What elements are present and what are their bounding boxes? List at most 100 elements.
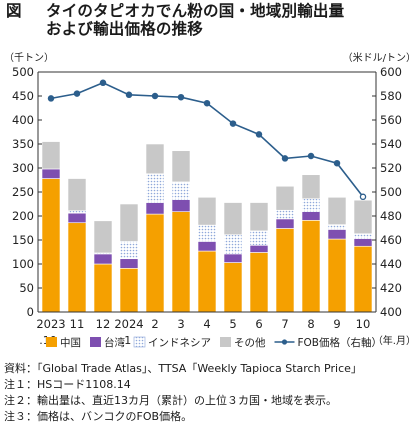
note-2: 注２：輸出量は、直近13カ月（累計）の上位３カ国・地域を表示。 xyxy=(4,394,337,407)
right-tick-label: 500 xyxy=(380,185,402,199)
bar-segment-4 xyxy=(249,202,269,232)
bar-segment-4 xyxy=(171,150,191,183)
x-tick-sublabel: .1 xyxy=(121,334,132,347)
left-tick-label: 300 xyxy=(12,161,34,175)
price-point xyxy=(47,95,55,102)
x-tick-label: 5 xyxy=(229,317,236,331)
x-tick-label: 2023 xyxy=(36,317,65,331)
note-1: 注１：HSコード1108.14 xyxy=(4,378,131,391)
bar-segment-1 xyxy=(119,268,139,313)
bar-segment-4 xyxy=(327,196,347,225)
right-tick-label: 400 xyxy=(380,305,402,319)
x-tick-label: 9 xyxy=(333,317,340,331)
bar-segment-2 xyxy=(145,202,165,215)
bar-segment-3 xyxy=(145,173,165,203)
right-tick-label: 540 xyxy=(380,137,402,151)
bar-segment-3 xyxy=(301,198,321,212)
bars-layer xyxy=(41,141,373,313)
bar-segment-4 xyxy=(223,202,243,236)
bar-segment-1 xyxy=(301,220,321,313)
legend-swatch xyxy=(220,337,231,347)
x-tick-label: 11 xyxy=(70,317,85,331)
title-prefix: 図 xyxy=(6,2,22,20)
price-point xyxy=(151,92,159,100)
price-point xyxy=(99,79,107,87)
right-axis-unit: （米ドル/トン） xyxy=(343,51,416,64)
left-tick-label: 450 xyxy=(12,89,34,103)
bar-segment-3 xyxy=(327,224,347,230)
left-tick-label: 350 xyxy=(12,137,34,151)
bar-segment-2 xyxy=(249,244,269,253)
stacked-bar-line-chart: 0 50 100 150 200 250 300 350 400 450 500 400 420 440 4… xyxy=(4,51,416,349)
bar-segment-4 xyxy=(67,178,87,212)
right-tick-label: 520 xyxy=(380,161,402,175)
price-point xyxy=(125,91,133,99)
bar-segment-2 xyxy=(223,253,243,263)
note-source: 資料：「Global Trade Atlas」、TTSA「Weekly Tapi… xyxy=(4,362,362,375)
bar-segment-2 xyxy=(197,241,217,252)
bar-segment-1 xyxy=(41,178,61,313)
bar-segment-1 xyxy=(223,262,243,313)
legend-swatch xyxy=(133,336,146,348)
right-tick-label: 560 xyxy=(380,113,402,127)
bar-segment-3 xyxy=(119,241,139,260)
x-tick-label: 10 xyxy=(356,317,371,331)
title-line-1: 図 タイのタピオカでん粉の国・地域別輸出量 xyxy=(6,2,416,20)
right-tick-label: 460 xyxy=(380,233,402,247)
price-point xyxy=(203,99,211,107)
bar-segment-4 xyxy=(119,203,139,242)
left-tick-label: 100 xyxy=(12,257,34,271)
x-tick-label: 2024 xyxy=(114,317,143,331)
bar-segment-2 xyxy=(93,253,113,265)
legend-line-marker xyxy=(281,339,288,345)
left-tick-label: 250 xyxy=(12,185,34,199)
left-tick-label: 400 xyxy=(12,113,34,127)
bar-segment-1 xyxy=(171,211,191,313)
x-tick-label: 12 xyxy=(96,317,111,331)
bar-segment-2 xyxy=(67,212,87,224)
legend-label: 台湾 xyxy=(104,336,125,349)
bar-segment-2 xyxy=(171,199,191,212)
legend-label: 中国 xyxy=(60,336,81,349)
title-text-1: タイのタピオカでん粉の国・地域別輸出量 xyxy=(46,2,345,20)
bar-segment-1 xyxy=(249,252,269,313)
chart-title: 図 タイのタピオカでん粉の国・地域別輸出量 および輸出価格の推移 xyxy=(6,2,416,38)
right-tick-label: 480 xyxy=(380,209,402,223)
bar-segment-2 xyxy=(41,168,61,179)
bar-segment-2 xyxy=(275,218,295,229)
price-point xyxy=(177,93,185,101)
bar-segment-4 xyxy=(93,220,113,254)
bar-segment-3 xyxy=(67,210,87,214)
legend: 中国 台湾 インドネシア その他 FOB価格（右軸） xyxy=(46,336,382,349)
legend-label: その他 xyxy=(234,336,266,349)
bar-segment-2 xyxy=(301,211,321,221)
price-point xyxy=(307,152,315,160)
bar-segment-2 xyxy=(327,229,347,240)
bar-segment-1 xyxy=(145,213,165,313)
left-tick-label: 0 xyxy=(27,305,34,319)
bar-segment-3 xyxy=(353,233,373,239)
bar-segment-4 xyxy=(41,141,61,170)
x-tick-label: 8 xyxy=(307,317,314,331)
x-tick-label: 3 xyxy=(177,317,184,331)
price-point xyxy=(73,90,81,97)
legend-label: インドネシア xyxy=(148,337,211,349)
bar-segment-3 xyxy=(223,234,243,255)
price-point xyxy=(229,120,237,127)
left-axis-unit: （千トン） xyxy=(4,52,54,64)
x-tick-label: 2 xyxy=(151,317,158,331)
price-point xyxy=(255,131,263,138)
left-tick-label: 50 xyxy=(19,281,34,295)
legend-swatch xyxy=(90,337,101,347)
bar-segment-4 xyxy=(197,196,217,226)
bar-segment-1 xyxy=(197,250,217,313)
bar-segment-2 xyxy=(353,238,373,247)
title-line-2: および輸出価格の推移 xyxy=(6,20,416,38)
axes-layer: 0 50 100 150 200 250 300 350 400 450 500 400 420 440 4… xyxy=(4,51,416,347)
x-tick-label: 4 xyxy=(203,317,210,331)
bar-segment-3 xyxy=(171,181,191,200)
legend-swatch xyxy=(46,337,57,347)
bar-segment-1 xyxy=(67,222,87,313)
legend-label: FOB価格（右軸） xyxy=(298,336,383,349)
bar-segment-4 xyxy=(275,185,295,211)
